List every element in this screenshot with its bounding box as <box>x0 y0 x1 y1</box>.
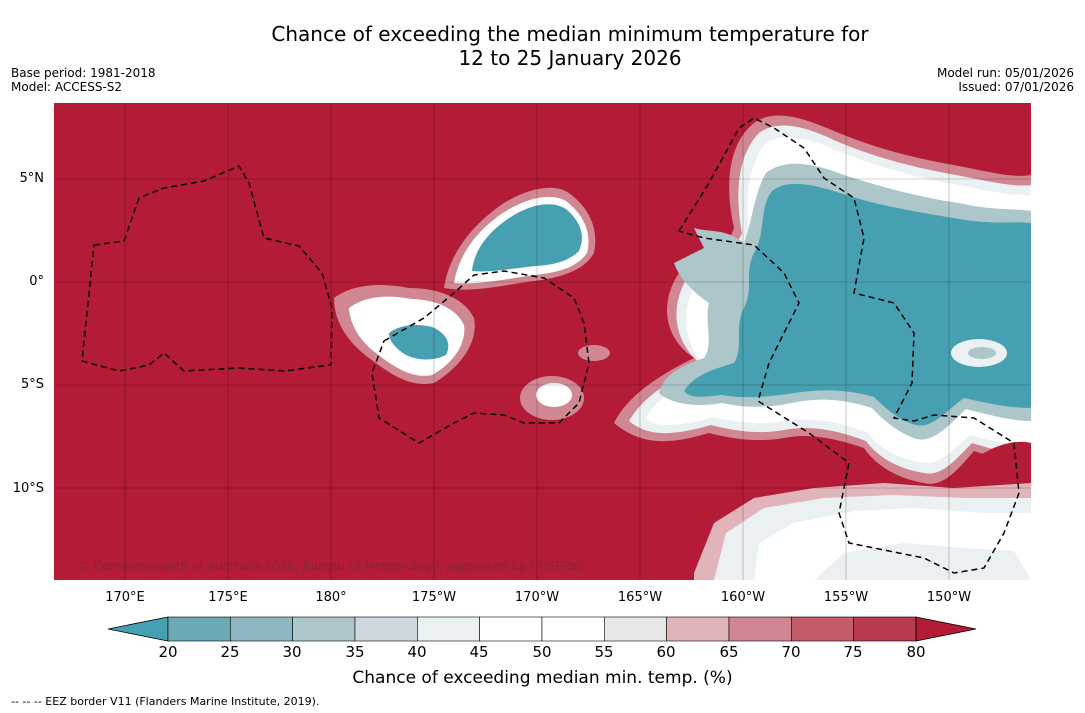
colorbar-cell <box>853 616 917 642</box>
colorbar-tick: 60 <box>656 643 676 661</box>
lon-label-155w: 155°W <box>823 590 869 605</box>
meta-left: Base period: 1981-2018 Model: ACCESS-S2 <box>11 66 156 94</box>
model-name: Model: ACCESS-S2 <box>11 80 123 94</box>
copyright-notice: © Commonwealth of Australia 2026, Bureau… <box>78 559 584 573</box>
colorbar-tick: 30 <box>282 643 302 661</box>
colorbar-cell <box>790 616 854 642</box>
colorbar-cell <box>604 616 667 642</box>
lon-label-180: 180° <box>315 590 347 605</box>
colorbar-cell <box>728 616 792 642</box>
eez-footnote: -- -- -- EEZ border V11 (Flanders Marine… <box>11 695 320 708</box>
issued-date: Issued: 07/01/2026 <box>958 80 1074 94</box>
colorbar-cell <box>167 616 231 642</box>
colorbar-cell <box>479 616 543 642</box>
west-cool-blob <box>334 285 475 384</box>
colorbar-tick: 45 <box>469 643 489 661</box>
small-spots <box>520 339 1031 477</box>
forecast-map: © Commonwealth of Australia 2026, Bureau… <box>54 103 1031 580</box>
lon-label-170e: 170°E <box>105 590 145 605</box>
colorbar-cell <box>541 616 605 642</box>
central-cool-blob <box>444 187 596 290</box>
colorbar-tick: 65 <box>719 643 739 661</box>
colorbar-high-arrow <box>915 616 977 642</box>
lat-label-10s: 10°S <box>12 481 44 496</box>
eez-borders <box>81 117 1020 574</box>
model-run: Model run: 05/01/2026 <box>936 66 1074 80</box>
lon-label-165w: 165°W <box>617 590 663 605</box>
colorbar-tick: 70 <box>781 643 801 661</box>
lat-label-5n: 5°N <box>19 171 45 186</box>
lon-label-175w: 175°W <box>411 590 457 605</box>
colorbar-tick: 40 <box>407 643 427 661</box>
title-line-1: Chance of exceeding the median minimum t… <box>271 22 869 46</box>
lat-label-0: 0° <box>29 274 44 289</box>
title-line-2: 12 to 25 January 2026 <box>458 46 682 70</box>
colorbar-cell <box>292 616 356 642</box>
colorbar-low-arrow <box>108 616 169 642</box>
base-period: Base period: 1981-2018 <box>11 66 156 80</box>
colorbar-cell <box>417 616 480 642</box>
lon-label-170w: 170°W <box>514 590 560 605</box>
colorbar-cell <box>354 616 418 642</box>
colorbar-tick: 25 <box>220 643 240 661</box>
map-canvas <box>54 103 1031 580</box>
lon-label-175e: 175°E <box>208 590 248 605</box>
east-cool-region <box>614 115 1031 484</box>
colorbar-tick: 80 <box>906 643 926 661</box>
colorbar <box>108 616 977 642</box>
lon-label-160w: 160°W <box>720 590 766 605</box>
colorbar-label: Chance of exceeding median min. temp. (%… <box>352 668 733 688</box>
colorbar-cells <box>108 616 977 642</box>
colorbar-tick: 55 <box>594 643 614 661</box>
colorbar-tick: 75 <box>843 643 863 661</box>
southeast-neutral-region <box>694 483 1031 580</box>
colorbar-tick: 35 <box>345 643 365 661</box>
graticule <box>54 103 1031 580</box>
colorbar-tick: 20 <box>158 643 178 661</box>
lat-label-5s: 5°S <box>20 377 44 392</box>
colorbar-cell <box>666 616 730 642</box>
colorbar-tick: 50 <box>532 643 552 661</box>
lon-label-150w: 150°W <box>926 590 972 605</box>
colorbar-cell <box>230 616 293 642</box>
map-title: Chance of exceeding the median minimum t… <box>0 22 1085 70</box>
meta-right: Model run: 05/01/2026 Issued: 07/01/2026 <box>937 66 1074 94</box>
